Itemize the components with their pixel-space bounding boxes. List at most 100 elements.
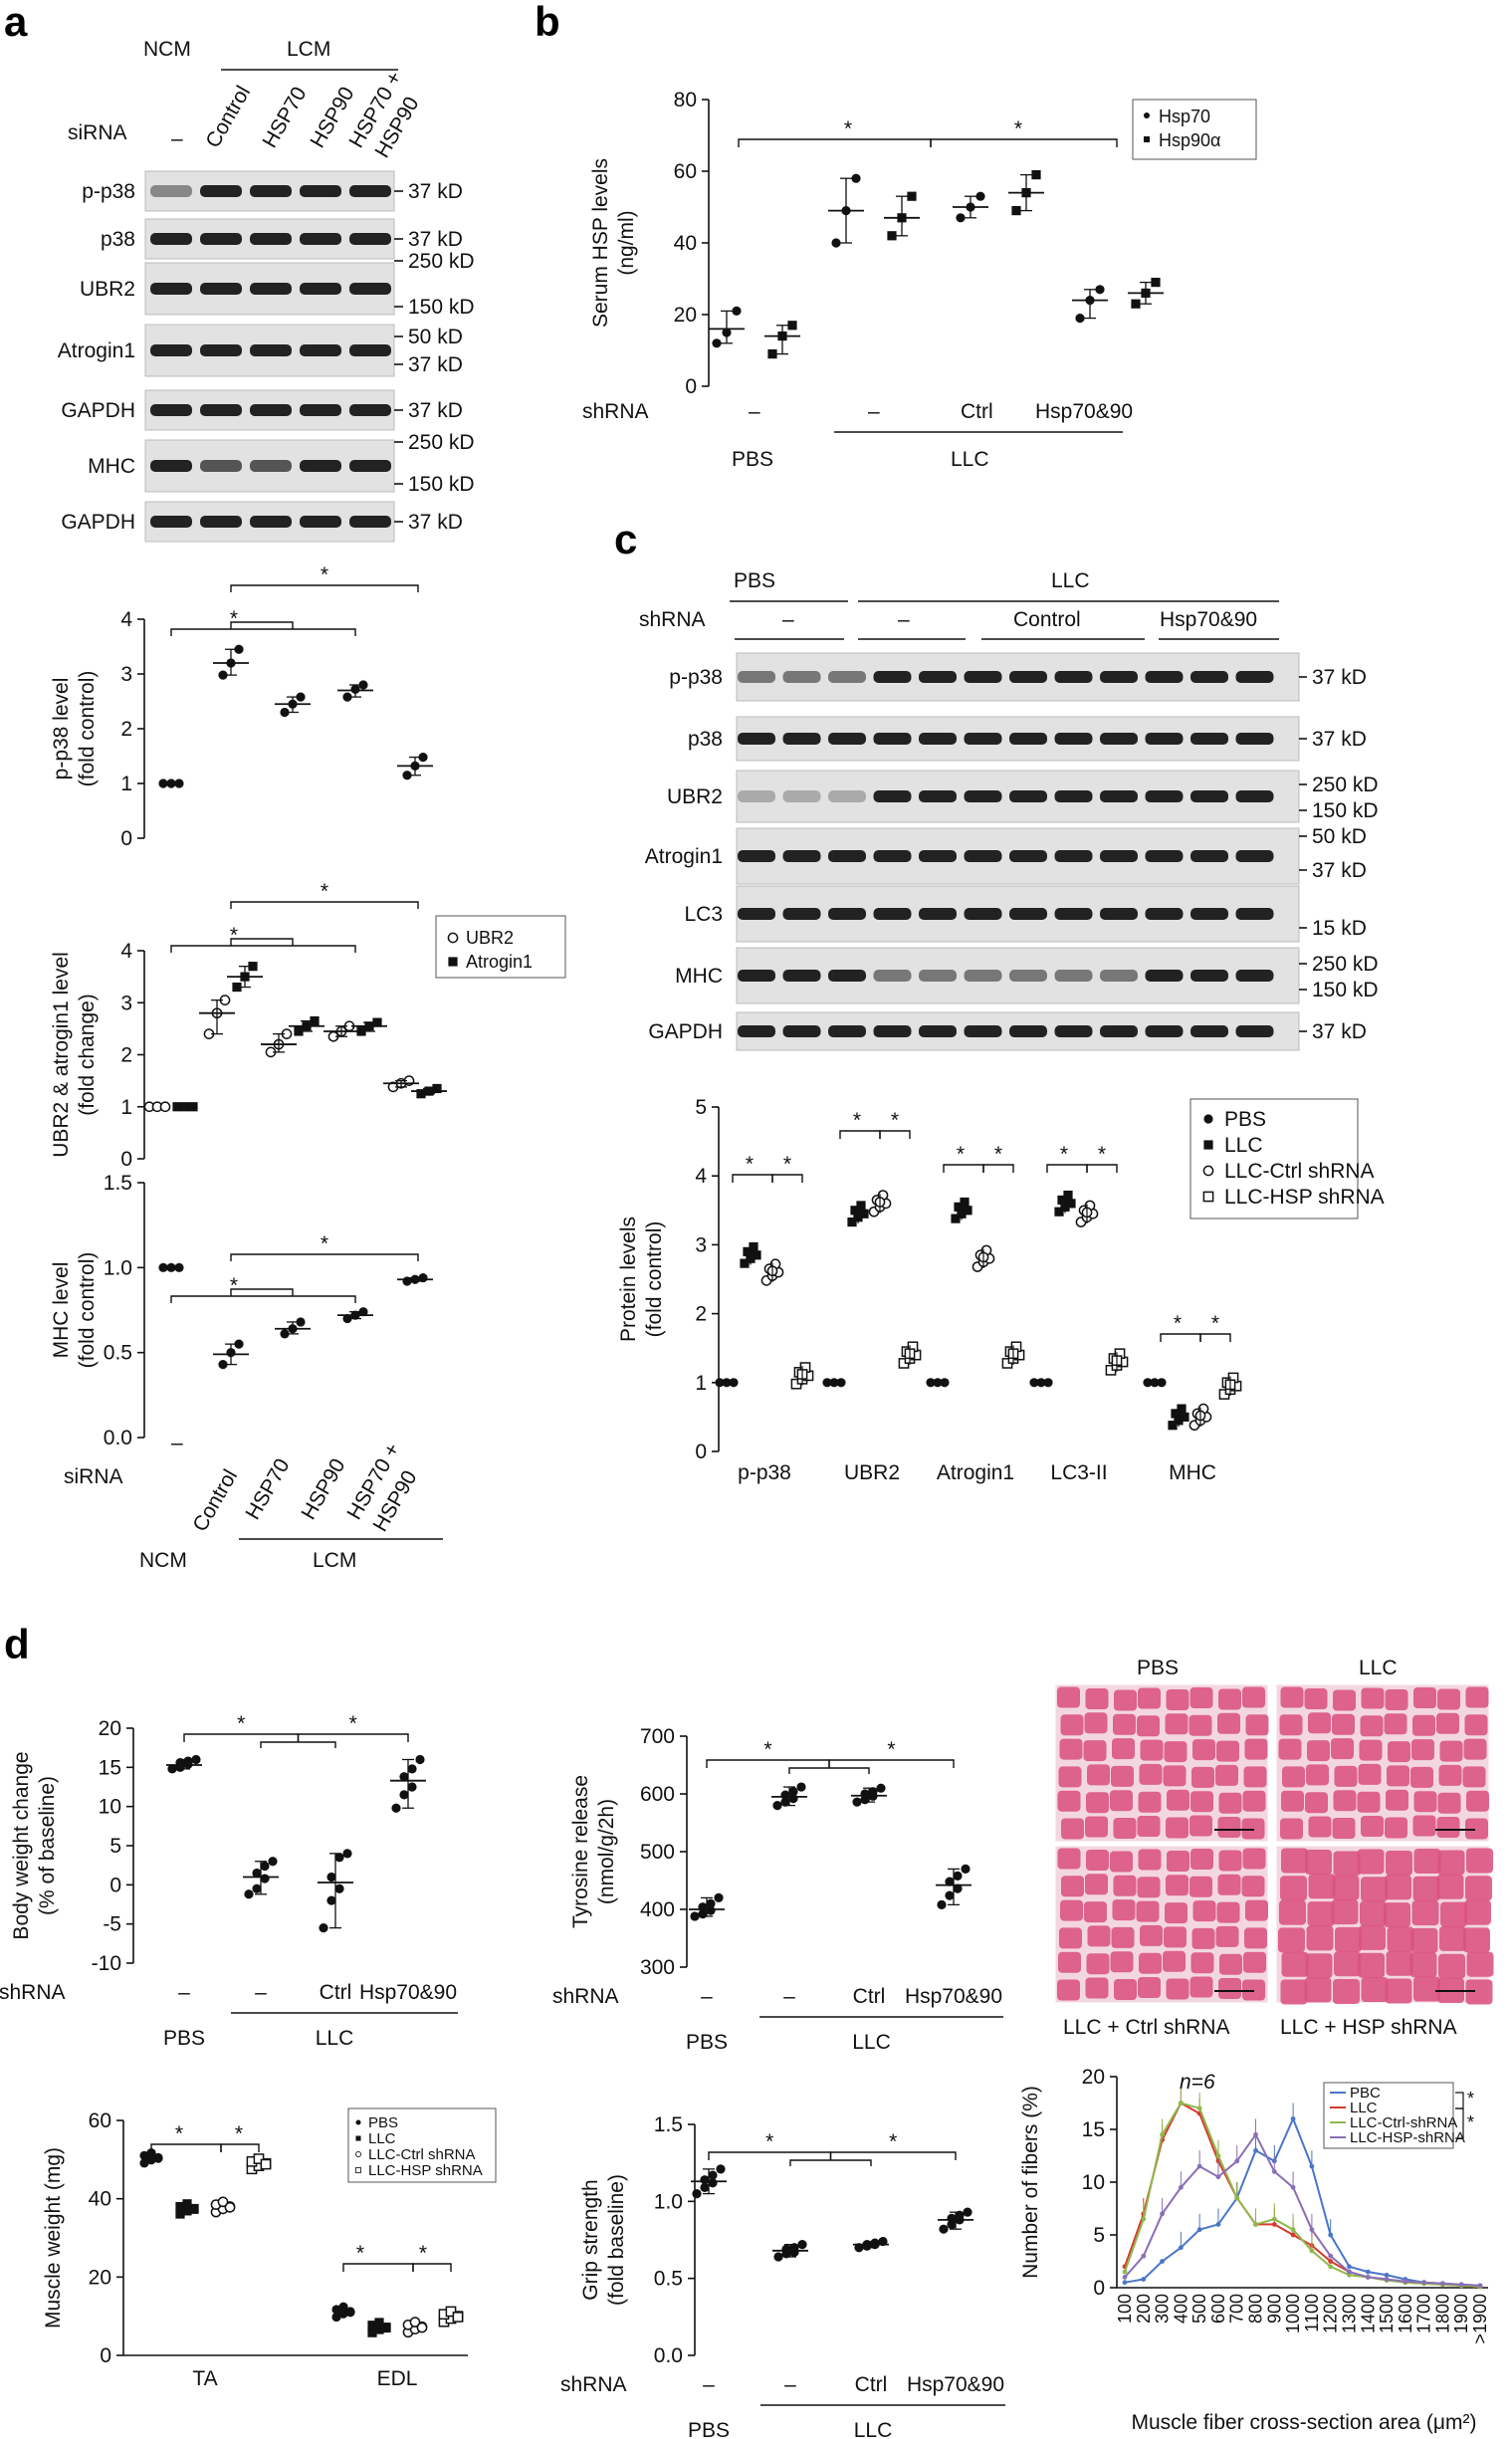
muscle-fiber <box>1216 1901 1240 1923</box>
d3-edl2-significance-star: * <box>419 2242 427 2265</box>
muscle-fiber <box>1137 1877 1161 1898</box>
blot-a-mw-label: 250 kD <box>408 431 475 454</box>
blot-c-band <box>782 908 821 920</box>
d2-point <box>690 1911 700 1921</box>
c-ylabel: (fold control) <box>643 1221 666 1338</box>
muscle-fiber <box>1386 1789 1408 1811</box>
a2-Atrogin1-point <box>372 1017 382 1027</box>
chart-d1: -10 -5 0 5 10 15 20 Body weight change (% of bas… <box>0 1712 458 2050</box>
a2-bracket <box>230 901 419 909</box>
d3-PBS-point <box>338 2302 348 2312</box>
blot-c-band <box>782 790 821 802</box>
muscle-fiber <box>1307 1901 1335 1927</box>
d3-LLC-point <box>374 2325 384 2334</box>
muscle-fiber <box>1113 1818 1137 1839</box>
c-cat4b-significance-star: * <box>1211 1312 1219 1335</box>
blot-c-band <box>919 850 957 862</box>
d5-xtick-label: >1900 <box>1470 2294 1490 2344</box>
d5-point-LLC-HSP-shRNA <box>1328 2253 1334 2259</box>
muscle-fiber <box>1189 1876 1212 1897</box>
muscle-fiber <box>1385 1978 1412 2004</box>
d1-llc-label: LLC <box>316 2027 354 2050</box>
d5-point-PBC <box>1141 2277 1147 2282</box>
muscle-fiber <box>1437 1792 1461 1814</box>
d3-LLC-point <box>175 2209 185 2219</box>
d3-PBS-point <box>153 2153 163 2163</box>
blot-c-band <box>1190 671 1228 683</box>
c-shrna-control: Control <box>1013 608 1081 631</box>
d3-legend-marker <box>355 2135 361 2141</box>
blot-c-band <box>828 908 866 920</box>
d5-ytick-label: 20 <box>1082 2066 1105 2089</box>
d3-PBS-point <box>146 2148 156 2158</box>
muscle-fiber <box>1110 1790 1133 1812</box>
c-PBS-point <box>1029 1378 1039 1388</box>
d3-PBS-point <box>331 2312 341 2323</box>
b-Hsp70-point <box>1075 314 1085 324</box>
d3-legend-label: PBS <box>368 2114 398 2131</box>
muscle-fiber <box>1465 1818 1488 1840</box>
blot-a-band <box>250 344 292 356</box>
d5-xtick-label: 1900 <box>1451 2294 1471 2333</box>
muscle-fiber <box>1086 1792 1109 1814</box>
b-xtick-4: Hsp70&90 <box>1035 400 1133 423</box>
blot-a-mw-label: 37 kD <box>408 353 463 376</box>
chart-b: 0 20 40 60 80 Serum HSP levels (ng/ml) * * Hsp70 H… <box>582 89 1257 471</box>
blot-c-band <box>1100 671 1138 683</box>
c-cat4-bracket <box>1160 1333 1201 1342</box>
d5-point-LLC-HSP-shRNA <box>1421 2280 1427 2286</box>
d2-2-bracket <box>828 1759 955 1768</box>
muscle-fiber <box>1219 1953 1242 1975</box>
d5-point-PBC <box>1384 2272 1390 2278</box>
a2-ytick-label: 3 <box>120 992 132 1014</box>
blot-c-band <box>1054 790 1093 802</box>
muscle-fiber <box>1438 1764 1462 1786</box>
d5-point-PBC <box>1178 2245 1184 2251</box>
muscle-fiber <box>1060 1714 1084 1736</box>
a3-ytick-label: 1.5 <box>104 1172 132 1195</box>
d2-point <box>780 1790 790 1800</box>
d5-xtick-label: 600 <box>1208 2294 1228 2324</box>
muscle-fiber <box>1245 1899 1268 1921</box>
d2-bracket-inner <box>788 1767 870 1774</box>
a-ncm-header: NCM <box>143 38 191 61</box>
blot-c-mw-label: 37 kD <box>1312 859 1367 882</box>
blot-c-band <box>1100 908 1138 920</box>
muscle-fiber <box>1359 1924 1386 1950</box>
blot-a-band <box>200 404 242 416</box>
muscle-fiber <box>1138 1977 1161 1998</box>
c-LLC-point <box>1054 1207 1064 1217</box>
d3-PBS-point <box>139 2150 149 2160</box>
muscle-fiber <box>1087 1925 1111 1947</box>
d5-xtick-label: 200 <box>1134 2294 1154 2324</box>
blot-a-row-label: GAPDH <box>61 511 135 534</box>
blot-c-band <box>1190 1025 1228 1037</box>
d1-bracket <box>183 1733 300 1742</box>
a1-point <box>218 670 228 680</box>
blot-a-band <box>300 460 341 472</box>
c-LLC-point <box>740 1258 750 1268</box>
a1-point <box>358 680 368 690</box>
d3-xtick-label: EDL <box>377 2367 418 2390</box>
a3-point <box>166 1262 176 1272</box>
a3-xtick-4: HSP90 <box>297 1454 349 1523</box>
d1-ylabel: Body weight change <box>10 1751 33 1939</box>
muscle-fiber <box>1059 1738 1083 1760</box>
a1-point <box>234 644 244 654</box>
a3-ncm-label: NCM <box>139 1549 187 1572</box>
blot-c-band <box>1145 970 1184 982</box>
d2-llc-label: LLC <box>852 2031 891 2054</box>
d3-ytick-label: 40 <box>89 2188 111 2211</box>
blot-a-band <box>250 233 292 245</box>
muscle-fiber <box>1060 1899 1083 1921</box>
muscle-fiber <box>1465 1979 1493 2005</box>
a1-bracket <box>170 628 356 636</box>
d1-xtick-4: Hsp70&90 <box>359 1981 457 2004</box>
blot-c-band <box>873 908 912 920</box>
d1-point <box>334 1853 344 1863</box>
blot-a-mw-label: 37 kD <box>408 399 463 422</box>
d1-point <box>167 1764 177 1774</box>
blot-c-row-label: UBR2 <box>667 785 723 808</box>
muscle-fiber <box>1163 1765 1187 1787</box>
